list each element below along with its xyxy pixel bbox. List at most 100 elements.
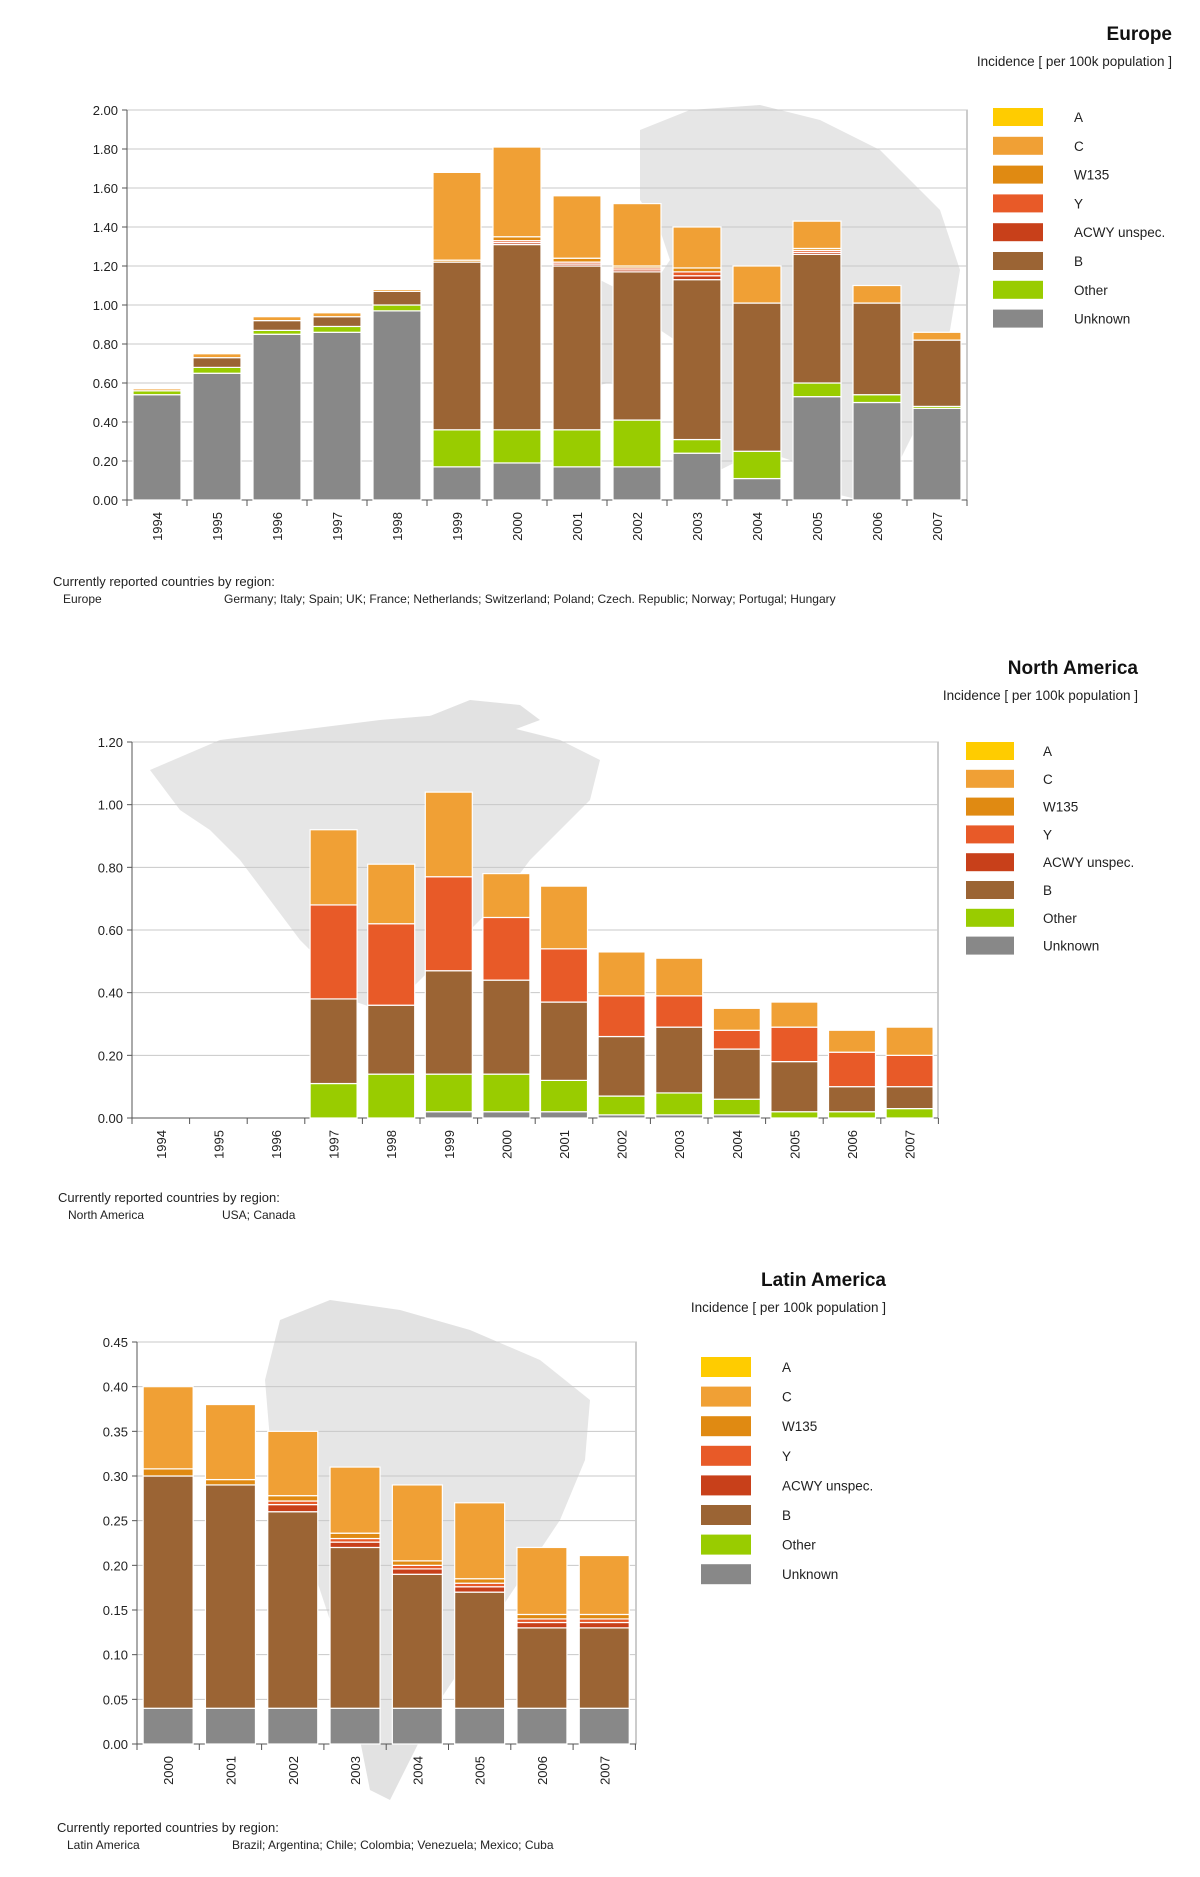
latin-america-legend-label-b: B — [782, 1508, 791, 1523]
latin-america-x-tick-label-2002: 2002 — [286, 1756, 301, 1785]
europe-legend-label-w135: W135 — [1074, 168, 1109, 183]
north-america-legend-label-a: A — [1043, 744, 1052, 759]
north-america-x-tick-label-2002: 2002 — [615, 1130, 630, 1159]
north-america-x-tick-label-1995: 1995 — [211, 1130, 226, 1159]
europe-footnote-countries: Germany; Italy; Spain; UK; France; Nethe… — [224, 592, 836, 606]
latin-america-bar-2005-b — [454, 1591, 506, 1709]
north-america-map-silhouette — [150, 700, 600, 1010]
latin-america-bar-2003-unknown — [329, 1707, 381, 1745]
latin-america-x-tick-label-2006: 2006 — [535, 1756, 550, 1785]
latin-america-legend-label-y: Y — [782, 1449, 791, 1464]
latin-america-bar-2000-w135 — [142, 1468, 194, 1477]
north-america-bar-2000-b — [482, 979, 531, 1075]
latin-america-legend-label-acwy-unspec: ACWY unspec. — [782, 1478, 873, 1493]
north-america-bar-2002-y — [597, 995, 646, 1038]
north-america-bar-1998-other — [367, 1073, 416, 1119]
north-america-bar-1999-y — [424, 876, 473, 972]
latin-america-y-tick-label: 0.15 — [103, 1603, 128, 1618]
latin-america-bar-2006-acwy-unspec — [516, 1621, 568, 1629]
latin-america-bar-2007-c — [578, 1554, 630, 1616]
north-america-bar-2006-b — [827, 1086, 877, 1113]
europe-bar-1997-other — [312, 325, 362, 333]
north-america-y-tick-label: 1.20 — [98, 735, 123, 750]
north-america-legend-label-b: B — [1043, 883, 1052, 898]
europe-legend-label-unknown: Unknown — [1074, 312, 1130, 327]
europe-x-tick-label-1997: 1997 — [330, 512, 345, 541]
europe-bar-2006-b — [852, 302, 902, 396]
europe-legend-swatch-acwy-unspec — [993, 223, 1043, 242]
latin-america-bar-2006-b — [516, 1627, 568, 1709]
europe-legend-label-c: C — [1074, 139, 1084, 154]
europe-x-tick-label-2001: 2001 — [570, 512, 585, 541]
europe-legend-swatch-w135 — [993, 165, 1043, 184]
north-america-bar-2001-y — [539, 948, 589, 1003]
north-america-bar-2007-b — [885, 1086, 934, 1110]
north-america-x-tick-label-1994: 1994 — [154, 1130, 169, 1159]
north-america-bar-2000-c — [482, 872, 531, 919]
latin-america-bar-2004-unknown — [391, 1707, 443, 1745]
europe-bar-1999-other — [432, 429, 482, 468]
europe-footnote-header: Currently reported countries by region: — [53, 574, 275, 589]
latin-america-bar-2003-c — [329, 1466, 381, 1534]
latin-america-bar-2006-c — [516, 1546, 568, 1616]
latin-america-bar-2004-acwy-unspec — [391, 1568, 443, 1575]
europe-bar-2007-unknown — [912, 407, 962, 501]
europe-y-tick-label: 1.80 — [93, 142, 118, 157]
latin-america-legend-label-unknown: Unknown — [782, 1567, 838, 1582]
europe-legend-label-b: B — [1074, 254, 1083, 269]
latin-america-bar-2004-b — [391, 1573, 443, 1709]
europe-subtitle: Incidence [ per 100k population ] — [977, 54, 1172, 69]
latin-america-legend-swatch-a — [701, 1357, 751, 1377]
latin-america-chart: Latin America Incidence [ per 100k popula… — [103, 1270, 887, 1785]
europe-bar-2002-c — [612, 203, 662, 267]
europe-x-tick-label-2007: 2007 — [930, 512, 945, 541]
north-america-bar-2005-b — [770, 1060, 819, 1113]
north-america-bar-2001-other — [539, 1079, 589, 1113]
latin-america-y-tick-label: 0.10 — [103, 1648, 128, 1663]
north-america-y-tick-label: 0.80 — [98, 860, 123, 875]
north-america-bar-1997-y — [309, 904, 358, 1000]
europe-bar-2001-unknown — [552, 466, 602, 501]
north-america-x-tick-label-2004: 2004 — [730, 1130, 745, 1159]
europe-bar-2000-c — [492, 146, 542, 238]
north-america-bar-1998-y — [367, 923, 416, 1006]
north-america-x-tick-label-1998: 1998 — [384, 1130, 399, 1159]
latin-america-x-tick-label-2007: 2007 — [597, 1756, 612, 1785]
latin-america-bar-2002-unknown — [267, 1707, 319, 1745]
north-america-bar-2000-y — [482, 916, 531, 981]
europe-footnote-region: Europe — [63, 592, 102, 606]
latin-america-legend-swatch-c — [701, 1386, 751, 1407]
north-america-bar-1999-b — [424, 970, 473, 1075]
europe-bar-2003-other — [672, 438, 722, 454]
europe-bar-1996-unknown — [252, 333, 302, 501]
north-america-x-tick-label-2001: 2001 — [557, 1130, 572, 1159]
latin-america-legend-swatch-b — [701, 1505, 751, 1525]
latin-america-bar-2007-acwy-unspec — [578, 1621, 630, 1629]
north-america-title: North America — [1008, 658, 1139, 679]
north-america-chart: North America Incidence [ per 100k popula… — [98, 658, 1139, 1159]
latin-america-bar-2007-unknown — [578, 1707, 630, 1745]
latin-america-bar-2005-c — [454, 1502, 506, 1580]
europe-bar-2000-unknown — [492, 462, 542, 501]
europe-legend-label-other: Other — [1074, 283, 1108, 298]
north-america-legend-swatch-c — [966, 769, 1014, 788]
latin-america-legend-swatch-other — [701, 1534, 751, 1555]
europe-bar-2001-other — [552, 429, 602, 468]
north-america-legend-label-w135: W135 — [1043, 800, 1078, 815]
north-america-bar-1998-b — [367, 1004, 416, 1075]
europe-bar-1995-other — [192, 366, 242, 374]
north-america-bar-2006-c — [827, 1029, 877, 1053]
europe-bar-1997-b — [312, 316, 362, 328]
europe-legend-label-acwy-unspec: ACWY unspec. — [1074, 225, 1165, 240]
north-america-y-tick-label: 0.40 — [98, 986, 123, 1001]
europe-bar-2005-unknown — [792, 396, 842, 501]
latin-america-bar-2002-b — [267, 1511, 319, 1709]
europe-x-tick-label-1994: 1994 — [150, 512, 165, 541]
north-america-footnote-header: Currently reported countries by region: — [58, 1190, 280, 1205]
north-america-bar-1999-other — [424, 1073, 473, 1113]
north-america-bar-2002-other — [597, 1095, 646, 1116]
north-america-bar-2007-y — [885, 1054, 934, 1088]
europe-bar-2006-other — [852, 394, 902, 404]
latin-america-y-tick-label: 0.25 — [103, 1514, 128, 1529]
north-america-y-tick-label: 1.00 — [98, 798, 123, 813]
